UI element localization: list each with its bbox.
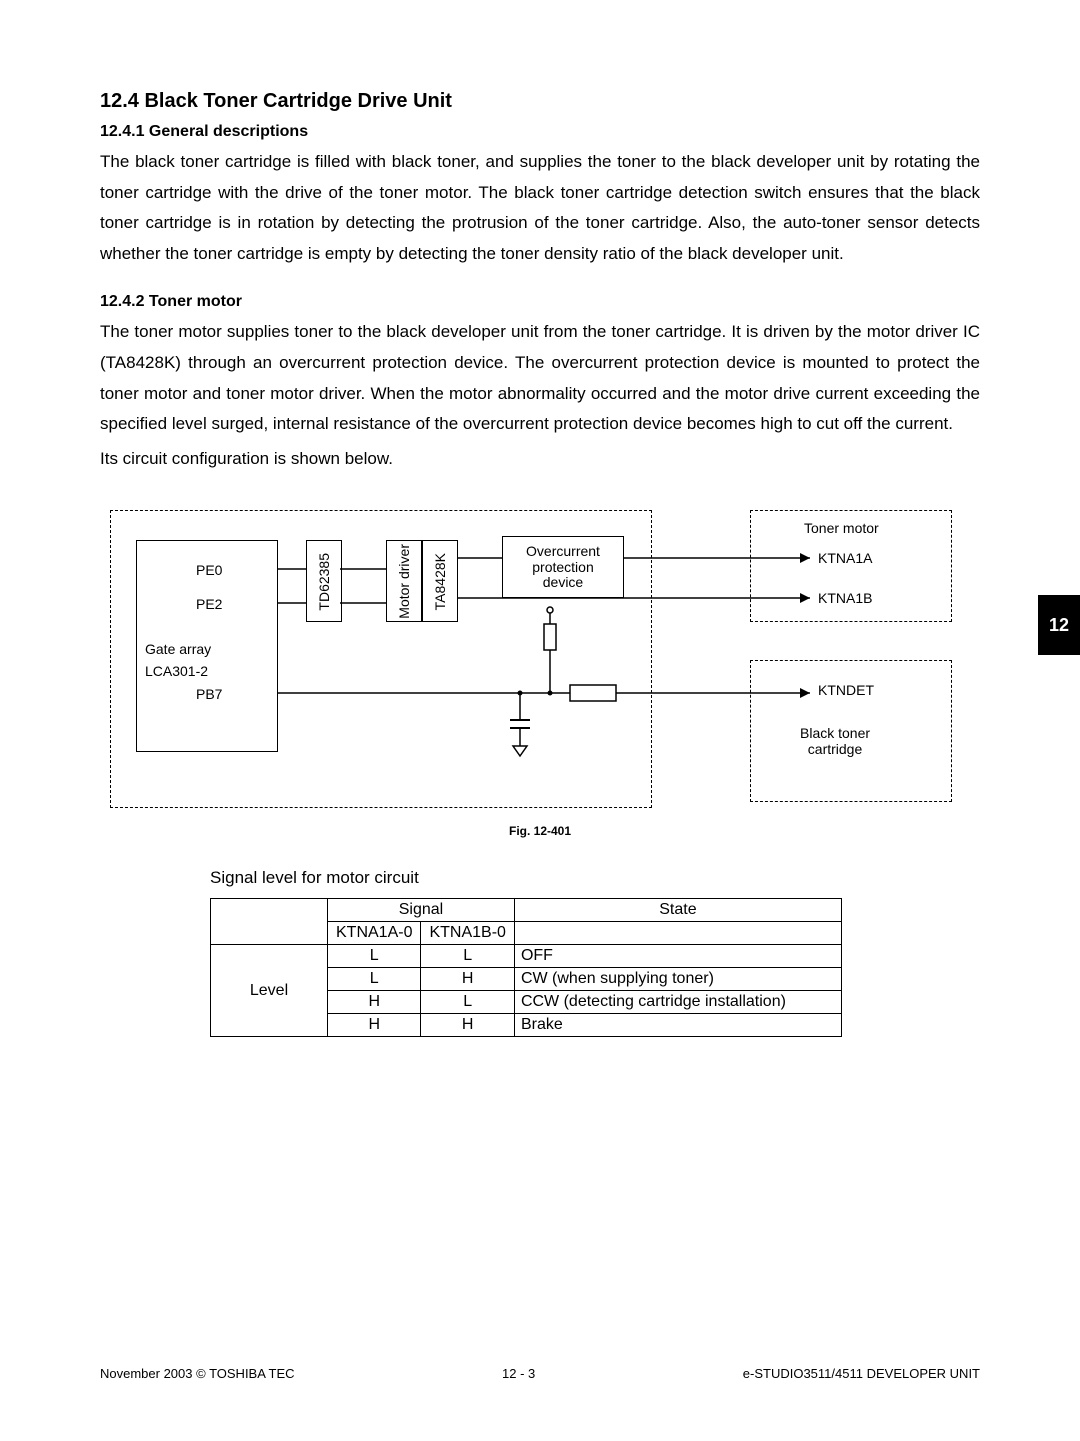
table-col-ktna1b: KTNA1B-0: [421, 922, 514, 945]
table-cell: L: [328, 945, 421, 968]
footer-center: 12 - 3: [502, 1366, 535, 1381]
page-footer: November 2003 © TOSHIBA TEC 12 - 3 e-STU…: [100, 1366, 980, 1381]
chapter-side-tab: 12: [1038, 595, 1080, 655]
footer-right: e-STUDIO3511/4511 DEVELOPER UNIT: [743, 1366, 980, 1381]
table-cell: H: [421, 968, 514, 991]
table-cell: L: [421, 991, 514, 1014]
section-heading: 12.4 Black Toner Cartridge Drive Unit: [100, 90, 980, 113]
table-intro: Signal level for motor circuit: [210, 868, 980, 888]
paragraph-circuit-intro: Its circuit configuration is shown below…: [100, 444, 980, 475]
table-row: Level L L OFF: [211, 945, 842, 968]
table-cell: CW (when supplying toner): [514, 968, 841, 991]
diagram-wires: [100, 510, 960, 810]
paragraph-general-descriptions: The black toner cartridge is filled with…: [100, 147, 980, 269]
table-rowhead-level: Level: [211, 945, 328, 1037]
table-cell: H: [328, 991, 421, 1014]
table-row: Signal State: [211, 899, 842, 922]
table-cell: OFF: [514, 945, 841, 968]
table-col-ktna1a: KTNA1A-0: [328, 922, 421, 945]
figure-caption: Fig. 12-401: [100, 824, 980, 838]
subsection-heading-1242: 12.4.2 Toner motor: [100, 293, 980, 311]
table-cell: Brake: [514, 1014, 841, 1037]
table-cell: L: [421, 945, 514, 968]
signal-level-table: Signal State KTNA1A-0 KTNA1B-0 Level L L…: [210, 898, 842, 1037]
subsection-heading-1241: 12.4.1 General descriptions: [100, 123, 980, 141]
table-header-state: State: [514, 899, 841, 922]
table-cell: CCW (detecting cartridge installation): [514, 991, 841, 1014]
footer-left: November 2003 © TOSHIBA TEC: [100, 1366, 295, 1381]
table-cell: H: [421, 1014, 514, 1037]
paragraph-toner-motor: The toner motor supplies toner to the bl…: [100, 317, 980, 439]
circuit-diagram: Gate array LCA301-2 PE0 PE2 PB7 TD62385 …: [100, 510, 960, 810]
table-header-signal: Signal: [328, 899, 515, 922]
table-cell: H: [328, 1014, 421, 1037]
table-cell: L: [328, 968, 421, 991]
